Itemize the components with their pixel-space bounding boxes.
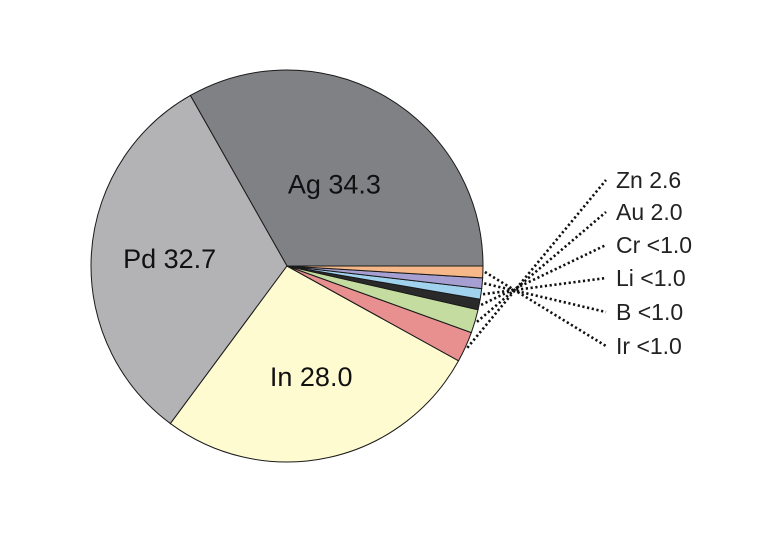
leader-cr	[480, 243, 607, 307]
label-zn: Zn 2.6	[616, 167, 681, 193]
label-pd: Pd 32.7	[123, 244, 216, 274]
label-li: Li <1.0	[616, 265, 686, 291]
leader-b	[483, 282, 607, 314]
slice-in	[169, 265, 460, 463]
slice-pd	[90, 94, 288, 425]
slice-ag	[189, 69, 484, 267]
slice-ir	[286, 265, 484, 279]
label-ag: Ag 34.3	[288, 170, 381, 200]
label-in: In 28.0	[270, 362, 353, 392]
label-b: B <1.0	[616, 299, 683, 325]
leader-au	[476, 211, 607, 323]
label-au: Au 2.0	[616, 199, 683, 225]
label-ir: Ir <1.0	[616, 333, 682, 359]
slice-labels: Ag 34.3 Pd 32.7 In 28.0 Zn 2.6 Au 2.0 Cr <1.0…	[123, 167, 692, 392]
pie-slices	[90, 69, 484, 463]
leader-lines	[466, 179, 608, 349]
label-cr: Cr <1.0	[616, 232, 692, 258]
leader-zn	[466, 179, 608, 349]
leader-li	[482, 276, 607, 296]
